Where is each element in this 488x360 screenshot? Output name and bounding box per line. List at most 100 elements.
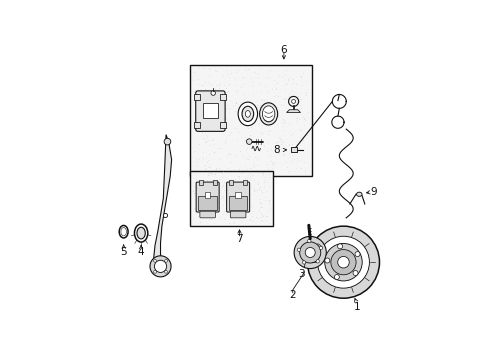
Point [202,139,209,145]
Point [200,212,208,217]
Point [211,171,219,176]
Point [201,80,208,85]
Point [231,76,239,81]
Point [297,105,305,111]
Point [207,177,215,183]
Point [254,104,262,109]
Point [295,117,303,122]
Point [276,138,284,143]
Point [198,105,206,111]
Point [254,181,262,187]
Point [265,197,273,203]
Point [236,107,244,113]
Point [193,158,201,164]
Point [281,73,289,78]
Point [297,127,305,132]
Point [267,159,275,165]
Point [232,67,240,73]
Point [198,183,206,188]
Point [206,170,214,176]
Bar [243,180,246,185]
Point [250,186,258,192]
Point [262,213,270,219]
Point [219,183,226,188]
Point [210,149,218,155]
Point [258,122,265,128]
Point [256,200,264,206]
Point [266,110,274,116]
Point [206,96,214,102]
Point [244,125,252,131]
Point [233,89,241,95]
Circle shape [164,270,167,273]
Point [287,107,295,113]
Point [199,201,207,207]
Circle shape [164,260,167,262]
Circle shape [305,247,315,257]
Point [216,123,224,129]
Point [210,184,218,190]
Text: 4: 4 [138,247,144,257]
Ellipse shape [356,192,361,196]
Circle shape [150,256,171,277]
Point [215,88,223,94]
Point [202,94,210,99]
Point [245,173,253,179]
Point [236,116,244,122]
Point [240,96,247,102]
Point [207,110,215,116]
Point [190,69,198,75]
Point [258,172,266,177]
Point [254,186,262,192]
Point [204,73,212,79]
Point [231,152,239,158]
Point [253,102,261,108]
Point [296,102,304,108]
Point [194,66,202,71]
Point [253,162,261,167]
Point [285,154,293,160]
Point [264,200,272,206]
Point [258,96,265,102]
Circle shape [354,252,359,257]
Ellipse shape [259,103,277,125]
Point [301,170,309,176]
Point [221,140,228,145]
Point [213,198,221,203]
Point [283,109,290,114]
Point [197,201,204,207]
Point [288,130,296,136]
Point [244,107,252,113]
Point [203,138,210,144]
Point [282,145,289,150]
Point [191,167,199,172]
Ellipse shape [121,228,126,236]
Point [227,159,235,165]
Point [243,166,250,172]
Point [264,166,272,172]
Point [269,159,277,165]
Point [226,97,234,103]
Point [264,128,272,134]
Point [264,74,272,80]
Point [238,169,246,175]
Point [200,114,208,120]
Point [208,110,216,116]
Point [289,80,297,86]
Point [279,120,286,126]
Point [208,193,216,199]
Polygon shape [153,135,171,272]
Point [203,159,211,165]
Point [272,139,280,145]
Point [244,66,252,72]
Point [221,199,228,204]
Point [297,90,305,95]
Point [250,188,258,194]
Point [244,66,251,72]
Point [232,188,240,194]
Point [225,179,233,184]
Point [218,120,225,126]
Point [226,215,234,220]
Point [215,85,223,91]
Point [219,202,227,208]
